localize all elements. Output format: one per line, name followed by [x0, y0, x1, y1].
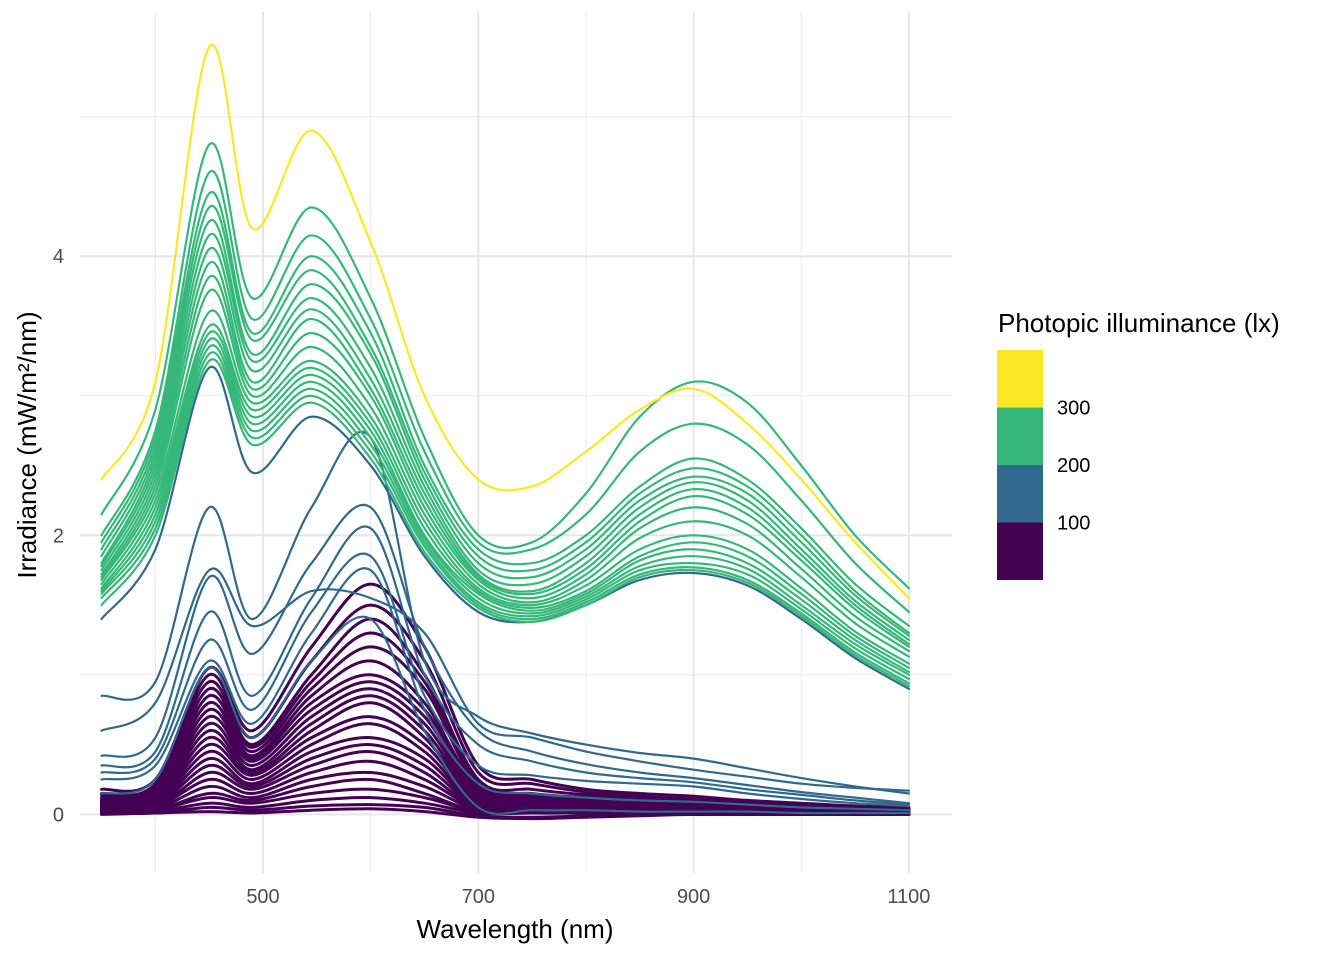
y-tick-label: 2 — [53, 525, 64, 547]
series-line — [100, 337, 910, 676]
x-tick-label: 700 — [462, 886, 495, 908]
series-line — [100, 274, 910, 653]
series-line — [100, 43, 910, 600]
series-line — [100, 309, 910, 665]
series-line — [100, 204, 910, 635]
series-line — [100, 260, 910, 648]
series-line — [100, 323, 910, 669]
series-line — [100, 351, 910, 685]
series-line — [100, 525, 910, 806]
legend-label: 300 — [1057, 398, 1090, 420]
legend-label: 100 — [1057, 513, 1090, 535]
series-line — [100, 169, 910, 614]
series-line — [100, 567, 910, 792]
series-line — [100, 807, 911, 821]
x-tick-label: 1100 — [887, 886, 930, 908]
y-axis-ticks: 0 2 4 — [53, 246, 64, 826]
series-line — [100, 190, 910, 628]
legend-swatch — [997, 522, 1043, 580]
series-line — [100, 330, 910, 674]
legend: Photopic illuminance (lx) 100 200 300 — [997, 308, 1280, 580]
legend-label: 200 — [1057, 455, 1090, 477]
y-tick-label: 4 — [53, 246, 64, 268]
series-lines — [100, 43, 911, 821]
x-tick-label: 900 — [677, 886, 710, 908]
legend-title: Photopic illuminance (lx) — [998, 308, 1280, 338]
series-line — [100, 365, 910, 690]
series-line — [100, 615, 910, 816]
x-axis-ticks: 500 700 900 1100 — [246, 886, 930, 908]
legend-colorbar: 100 200 300 — [997, 350, 1090, 580]
legend-swatch — [997, 465, 1043, 523]
x-tick-label: 500 — [246, 886, 279, 908]
legend-swatch — [997, 407, 1043, 465]
legend-swatch — [997, 350, 1043, 408]
series-line — [100, 358, 910, 688]
series-line — [100, 344, 910, 681]
series-line — [100, 430, 910, 795]
series-line — [100, 142, 910, 590]
y-tick-label: 0 — [53, 804, 64, 826]
series-line — [100, 552, 910, 808]
series-line — [100, 288, 910, 658]
series-line — [100, 218, 910, 637]
x-axis-title: Wavelength (nm) — [417, 914, 614, 944]
series-line — [100, 503, 910, 805]
series-line — [100, 246, 910, 646]
series-line — [100, 232, 910, 642]
y-axis-title: Irradiance (mW/m²/nm) — [12, 311, 42, 578]
series-line — [100, 567, 910, 812]
